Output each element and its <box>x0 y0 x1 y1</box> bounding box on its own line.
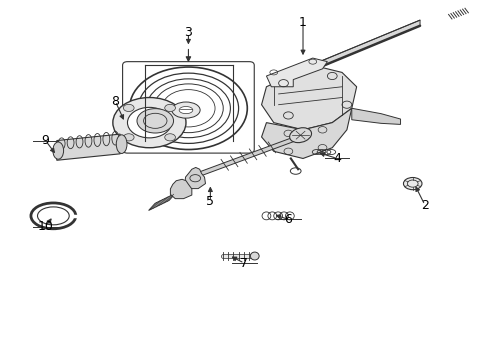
Ellipse shape <box>123 104 134 112</box>
Text: 1: 1 <box>299 16 306 29</box>
Text: 10: 10 <box>38 220 53 233</box>
Polygon shape <box>261 65 356 130</box>
Polygon shape <box>351 108 400 125</box>
Ellipse shape <box>137 109 173 133</box>
Ellipse shape <box>289 128 311 143</box>
Text: 5: 5 <box>206 195 214 208</box>
Polygon shape <box>193 135 298 179</box>
Polygon shape <box>170 179 191 199</box>
Polygon shape <box>184 167 205 189</box>
Ellipse shape <box>164 104 175 112</box>
Text: 7: 7 <box>240 257 248 270</box>
Polygon shape <box>148 193 175 211</box>
Polygon shape <box>266 58 327 87</box>
Ellipse shape <box>250 252 259 260</box>
Ellipse shape <box>116 135 127 153</box>
Ellipse shape <box>53 142 63 159</box>
Ellipse shape <box>179 107 192 114</box>
Polygon shape <box>261 108 351 158</box>
Ellipse shape <box>164 134 175 141</box>
Ellipse shape <box>171 102 200 118</box>
Text: 2: 2 <box>420 199 428 212</box>
Ellipse shape <box>127 107 171 138</box>
Polygon shape <box>278 20 419 84</box>
Text: 6: 6 <box>284 213 292 226</box>
Text: 3: 3 <box>184 27 192 40</box>
Ellipse shape <box>403 177 421 190</box>
Ellipse shape <box>123 134 134 141</box>
Polygon shape <box>57 134 120 160</box>
Ellipse shape <box>113 98 185 148</box>
Text: 9: 9 <box>41 134 49 147</box>
Text: 8: 8 <box>111 95 119 108</box>
Text: 4: 4 <box>332 152 341 165</box>
